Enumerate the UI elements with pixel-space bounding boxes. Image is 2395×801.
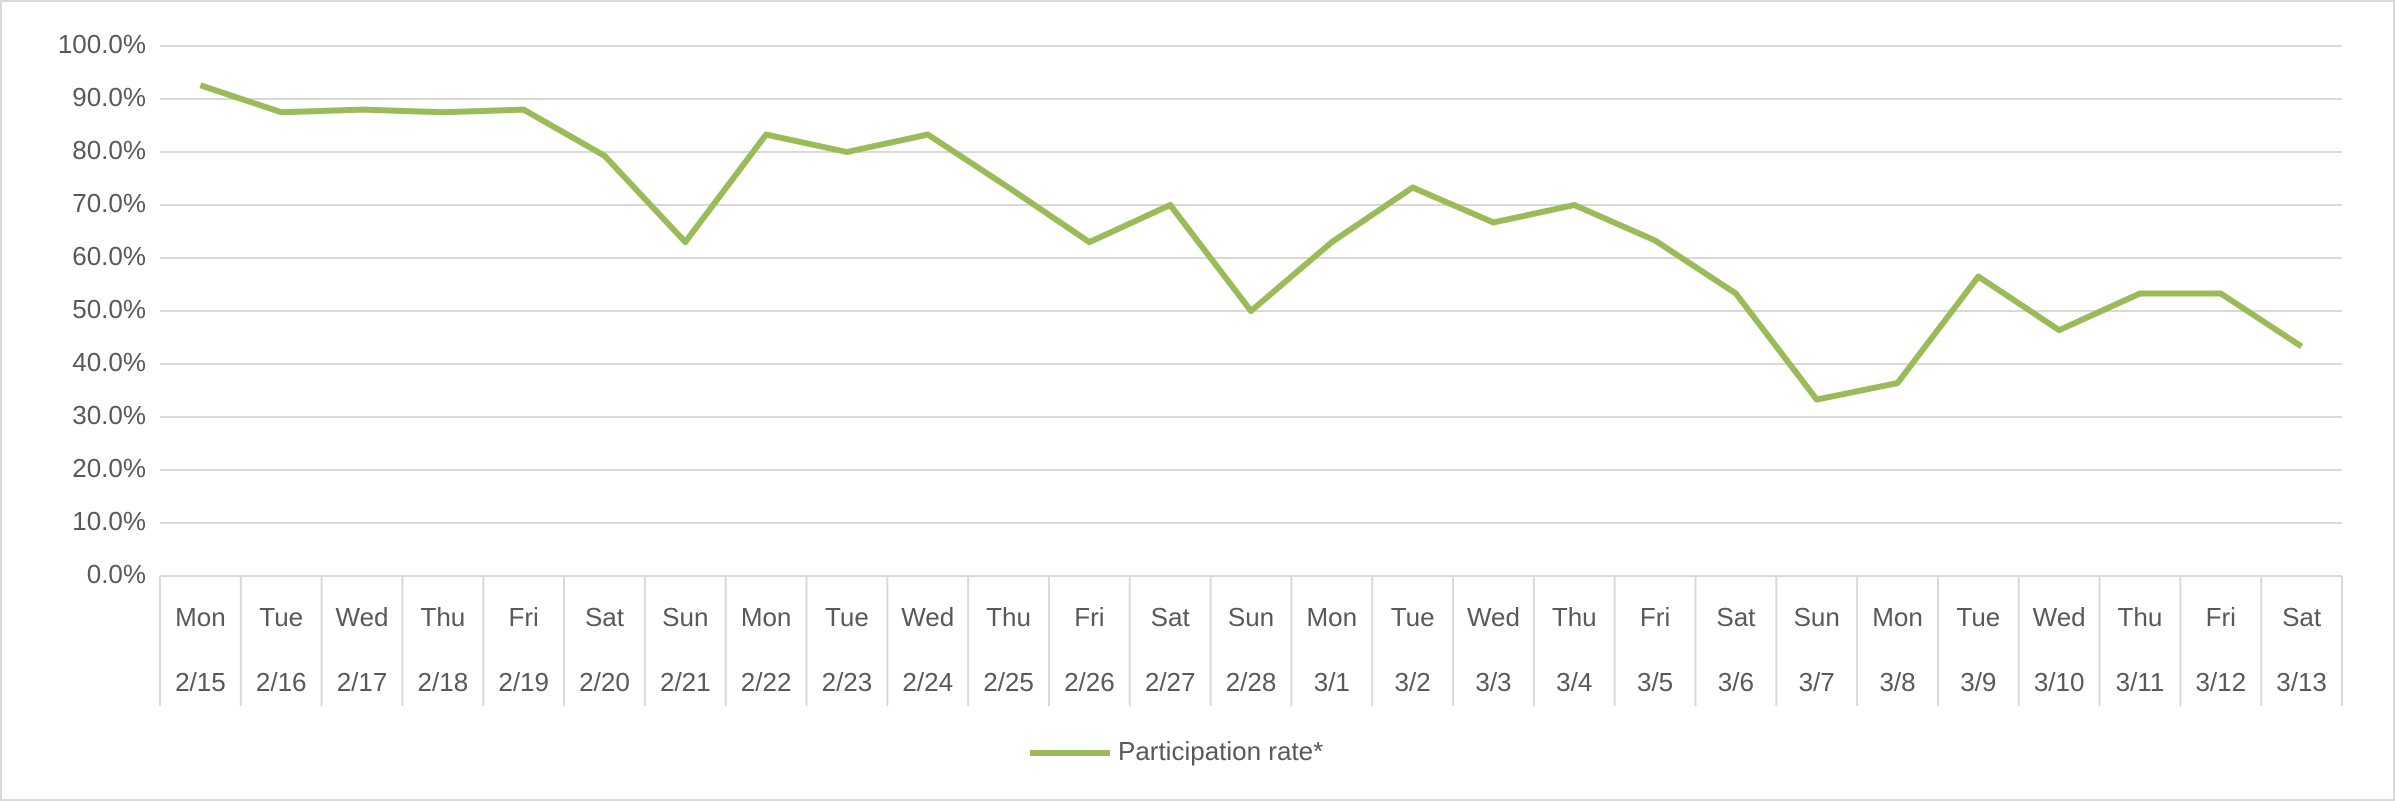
x-weekday-label: Sat [585,602,625,632]
x-tick-label: 3/4 [1556,667,1592,697]
x-tick-label: 2/18 [418,667,469,697]
y-tick-label: 70.0% [72,188,146,218]
x-weekday-label: Sat [1151,602,1191,632]
x-tick-label: 3/13 [2276,667,2327,697]
y-tick-label: 40.0% [72,347,146,377]
y-tick-label: 90.0% [72,82,146,112]
x-tick-label: 3/6 [1718,667,1754,697]
x-tick-label: 2/16 [256,667,307,697]
x-tick-label: 3/9 [1960,667,1996,697]
x-tick-label: 2/24 [902,667,953,697]
x-weekday-label: Wed [336,602,389,632]
x-weekday-label: Tue [259,602,303,632]
legend-label: Participation rate* [1118,736,1323,766]
x-tick-label: 3/2 [1395,667,1431,697]
x-weekday-label: Thu [986,602,1031,632]
x-weekday-label: Tue [1956,602,2000,632]
x-tick-label: 2/20 [579,667,630,697]
y-tick-label: 10.0% [72,506,146,536]
x-tick-label: 2/25 [983,667,1034,697]
x-weekday-label: Fri [1074,602,1104,632]
x-tick-label: 3/3 [1475,667,1511,697]
x-weekday-label: Sat [2282,602,2322,632]
x-weekday-label: Fri [2206,602,2236,632]
x-tick-label: 2/28 [1226,667,1277,697]
x-weekday-label: Mon [741,602,792,632]
series-line [199,82,2304,403]
x-weekday-label: Mon [175,602,226,632]
x-weekday-label: Wed [901,602,954,632]
x-tick-label: 3/7 [1799,667,1835,697]
x-tick-label: 2/17 [337,667,388,697]
x-weekday-label: Fri [1640,602,1670,632]
x-weekday-label: Sat [1716,602,1756,632]
x-weekday-label: Mon [1307,602,1358,632]
x-weekday-label: Sun [1794,602,1840,632]
x-tick-label: 2/26 [1064,667,1115,697]
x-tick-label: 2/23 [822,667,873,697]
x-tick-label: 2/21 [660,667,711,697]
x-weekday-label: Thu [1552,602,1597,632]
y-tick-label: 100.0% [58,29,146,59]
x-tick-label: 3/5 [1637,667,1673,697]
x-tick-label: 2/27 [1145,667,1196,697]
x-tick-label: 3/8 [1879,667,1915,697]
x-tick-label: 3/1 [1314,667,1350,697]
y-tick-label: 50.0% [72,294,146,324]
x-weekday-label: Wed [1467,602,1520,632]
x-weekday-label: Sun [662,602,708,632]
x-weekday-label: Wed [2033,602,2086,632]
y-tick-label: 30.0% [72,400,146,430]
x-weekday-label: Thu [420,602,465,632]
x-weekday-label: Tue [825,602,869,632]
x-tick-label: 3/11 [2116,667,2165,697]
x-weekday-label: Fri [509,602,539,632]
x-tick-label: 2/15 [175,667,226,697]
y-tick-label: 80.0% [72,135,146,165]
x-weekday-label: Sun [1228,602,1274,632]
x-weekday-label: Mon [1872,602,1923,632]
y-tick-label: 60.0% [72,241,146,271]
x-tick-label: 2/19 [498,667,549,697]
y-tick-label: 20.0% [72,453,146,483]
x-tick-label: 2/22 [741,667,792,697]
y-tick-label: 0.0% [87,559,146,589]
x-tick-label: 3/10 [2034,667,2085,697]
x-weekday-label: Thu [2118,602,2163,632]
x-weekday-label: Tue [1391,602,1435,632]
x-tick-label: 3/12 [2195,667,2246,697]
